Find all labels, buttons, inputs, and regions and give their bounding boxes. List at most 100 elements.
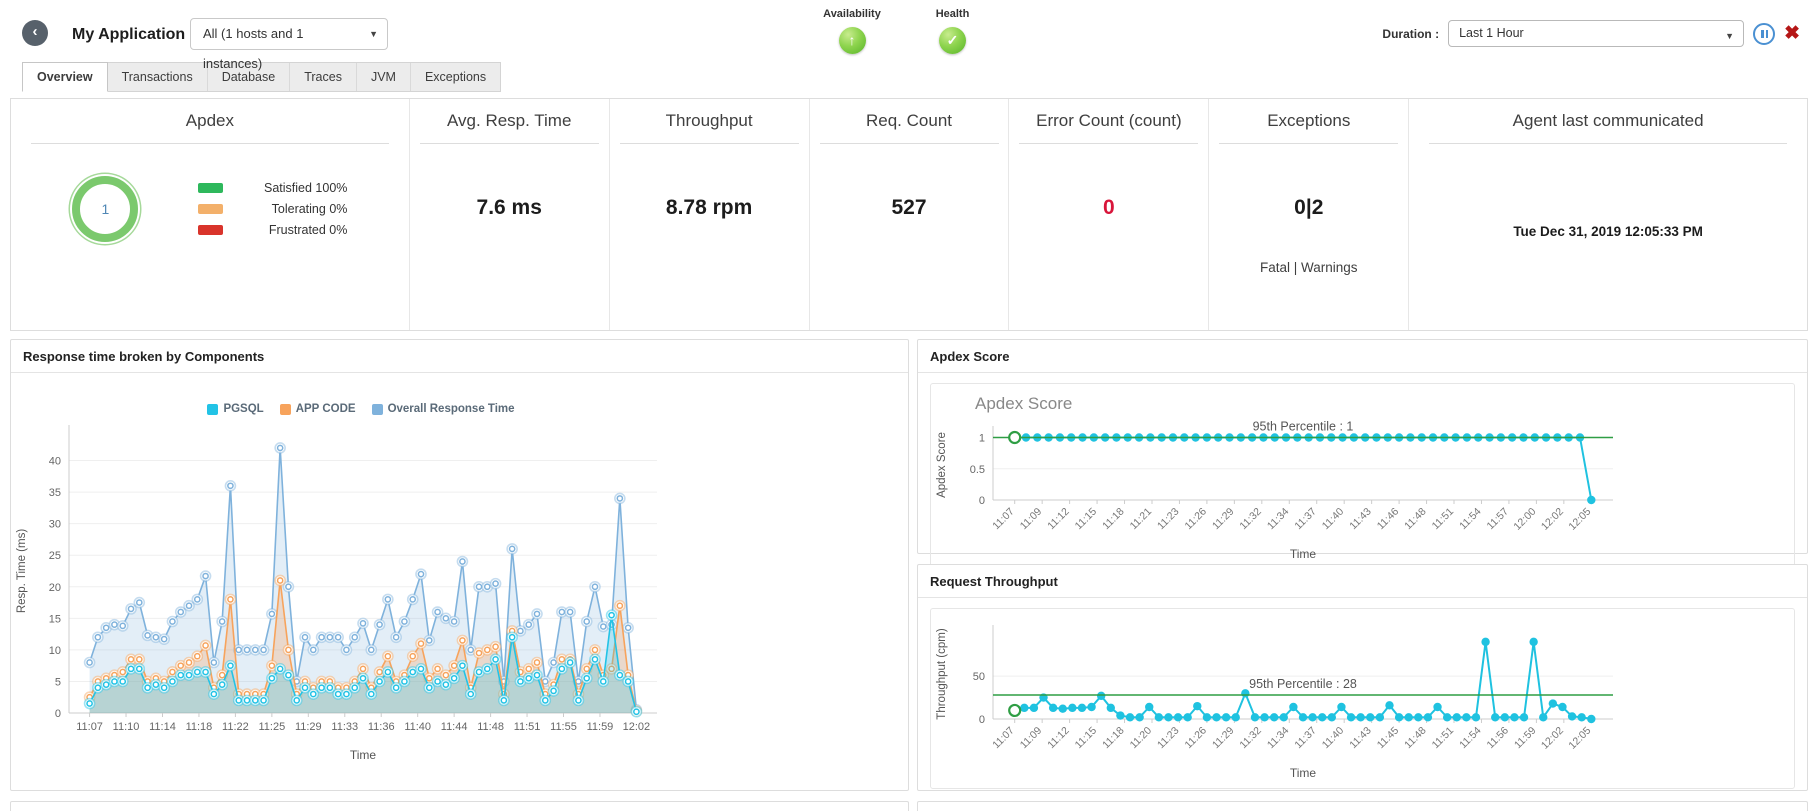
card-title: Apdex — [185, 111, 234, 130]
svg-text:11:37: 11:37 — [1292, 725, 1319, 752]
svg-text:11:34: 11:34 — [1265, 506, 1292, 533]
svg-text:40: 40 — [49, 456, 61, 468]
apdex-score-donut: 1 — [72, 176, 139, 242]
duration-dropdown-value: Last 1 Hour — [1459, 26, 1524, 40]
tab-transactions[interactable]: Transactions — [108, 63, 208, 91]
chart-legend-item[interactable]: Overall Response Time — [371, 403, 515, 415]
panel-title: Response time broken by Components — [11, 340, 908, 373]
apdex-chart-title: Apdex Score — [975, 394, 1073, 413]
svg-text:11:51: 11:51 — [1430, 725, 1457, 752]
availability-up-icon[interactable]: ↑ — [838, 27, 866, 54]
svg-text:11:09: 11:09 — [1018, 725, 1045, 752]
card-exceptions: Exceptions 0|2 Fatal | Warnings — [1208, 99, 1408, 330]
next-panels-partial — [10, 801, 1808, 811]
svg-text:11:34: 11:34 — [1265, 725, 1292, 752]
legend-label: PGSQL — [223, 403, 264, 415]
apdex-score-chart[interactable]: 0 0.5 1 11:07 11:09 11:12 11:15 11:18 11:21 11:23… — [931, 414, 1794, 569]
svg-text:11:48: 11:48 — [1402, 506, 1429, 533]
legend-label: Frustrated 0% — [268, 223, 348, 237]
card-throughput: Throughput 8.78 rpm — [608, 99, 809, 330]
req-count-value: 527 — [891, 196, 927, 219]
chevron-down-icon: ▼ — [369, 29, 378, 39]
error-count-value[interactable]: 0 — [1103, 196, 1115, 219]
legend-swatch — [371, 403, 383, 415]
svg-text:11:25: 11:25 — [259, 721, 286, 733]
chart-legend-item[interactable]: APP CODE — [279, 403, 356, 415]
svg-text:11:14: 11:14 — [149, 721, 176, 733]
availability-label: Availability — [823, 8, 881, 20]
svg-text:11:36: 11:36 — [368, 721, 395, 733]
svg-text:11:07: 11:07 — [990, 725, 1017, 752]
agent-last-communicated-value: Tue Dec 31, 2019 12:05:33 PM — [1513, 224, 1703, 239]
svg-text:0: 0 — [55, 708, 61, 720]
svg-text:11:48: 11:48 — [477, 721, 504, 733]
svg-text:11:15: 11:15 — [1073, 725, 1100, 752]
svg-text:11:56: 11:56 — [1485, 725, 1512, 752]
tab-bar: OverviewTransactionsDatabaseTracesJVM Exc… — [22, 62, 502, 92]
components-svg: 0 5 10 15 20 25 30 35 40 11:07 11:10 11:14 11:18 11:2… — [16, 425, 657, 762]
svg-text:12:02: 12:02 — [1539, 725, 1566, 752]
response-components-chart[interactable]: 0 5 10 15 20 25 30 35 40 11:07 11:10 11:14 11:18 11:2… — [11, 415, 908, 770]
svg-text:Resp. Time (ms): Resp. Time (ms) — [16, 529, 28, 614]
panel-request-throughput: Request Throughput 0 50 11:07 11:09 11:12 11:… — [917, 564, 1808, 791]
svg-text:11:32: 11:32 — [1237, 506, 1264, 533]
tab-traces[interactable]: Traces — [290, 63, 357, 91]
svg-text:0: 0 — [979, 495, 985, 507]
chart-legend-item[interactable]: PGSQL — [207, 403, 264, 415]
card-error-count: Error Count (count) 0 — [1008, 99, 1208, 330]
legend-label: Satisfied 100% — [264, 181, 348, 195]
svg-text:11:45: 11:45 — [1375, 725, 1402, 752]
svg-text:11:33: 11:33 — [331, 721, 358, 733]
svg-text:11:29: 11:29 — [1210, 506, 1237, 533]
svg-text:12:05: 12:05 — [1566, 506, 1593, 533]
tab-overview[interactable]: Overview — [22, 62, 108, 92]
svg-text:11:18: 11:18 — [186, 721, 213, 733]
svg-text:0: 0 — [979, 714, 985, 726]
svg-text:50: 50 — [973, 671, 985, 683]
legend-swatch — [198, 225, 224, 235]
svg-text:11:10: 11:10 — [113, 721, 140, 733]
health-check-icon[interactable]: ✓ — [939, 27, 966, 54]
svg-text:Time: Time — [350, 748, 377, 762]
availability-status: Availability ↑ — [802, 8, 902, 54]
svg-text:25: 25 — [49, 550, 61, 562]
svg-text:11:07: 11:07 — [76, 721, 103, 733]
tab-database[interactable]: Database — [208, 63, 291, 91]
svg-text:11:54: 11:54 — [1457, 725, 1484, 752]
svg-text:Time: Time — [1290, 766, 1317, 780]
svg-text:11:26: 11:26 — [1183, 725, 1210, 752]
close-icon[interactable]: ✖ — [1784, 22, 1800, 44]
card-apdex: Apdex 1 Satisfied 100% Tolerating 0% Frust… — [11, 99, 409, 330]
back-button[interactable]: ‹ — [22, 20, 48, 46]
exceptions-value[interactable]: 0|2 — [1294, 196, 1324, 219]
request-throughput-chart[interactable]: 0 50 11:07 11:09 11:12 11:15 11:18 11:20 11:23 11… — [931, 615, 1794, 788]
svg-text:11:29: 11:29 — [1210, 725, 1237, 752]
svg-text:1: 1 — [979, 433, 985, 445]
svg-text:11:15: 11:15 — [1073, 506, 1100, 533]
svg-text:30: 30 — [49, 519, 61, 531]
pause-refresh-button[interactable] — [1753, 22, 1776, 45]
svg-text:0.5: 0.5 — [970, 464, 985, 476]
tab-exceptions[interactable]: Exceptions — [424, 70, 487, 84]
health-label: Health — [935, 8, 970, 20]
svg-text:15: 15 — [49, 613, 61, 625]
legend-swatch — [198, 204, 224, 214]
svg-text:11:29: 11:29 — [295, 721, 322, 733]
svg-text:11:23: 11:23 — [1155, 506, 1182, 533]
duration-dropdown[interactable]: Last 1 Hour ▼ — [1448, 20, 1745, 47]
metrics-summary-row: Apdex 1 Satisfied 100% Tolerating 0% Frust… — [10, 98, 1808, 331]
svg-text:11:32: 11:32 — [1237, 725, 1264, 752]
svg-text:20: 20 — [49, 582, 61, 594]
panel-title: Request Throughput — [918, 565, 1807, 598]
svg-text:11:12: 11:12 — [1045, 725, 1072, 752]
scope-dropdown-value: All (1 hosts and 1 instances) — [203, 26, 304, 71]
components-chart-legend: PGSQL APP CODE Overall Response Time — [51, 403, 671, 415]
tab-jvm[interactable]: JVM — [357, 63, 411, 91]
scope-dropdown[interactable]: All (1 hosts and 1 instances) ▼ — [190, 18, 388, 71]
panel-apdex-score: Apdex Score Apdex Score 0 0.5 1 11:07 11:09 1… — [917, 339, 1808, 570]
card-req-count: Req. Count 527 — [808, 99, 1009, 330]
legend-label: Overall Response Time — [387, 403, 515, 415]
apdex-legend: Satisfied 100% Tolerating 0% Frustrated 0% — [198, 181, 347, 237]
svg-text:11:26: 11:26 — [1183, 506, 1210, 533]
svg-text:10: 10 — [49, 645, 61, 657]
